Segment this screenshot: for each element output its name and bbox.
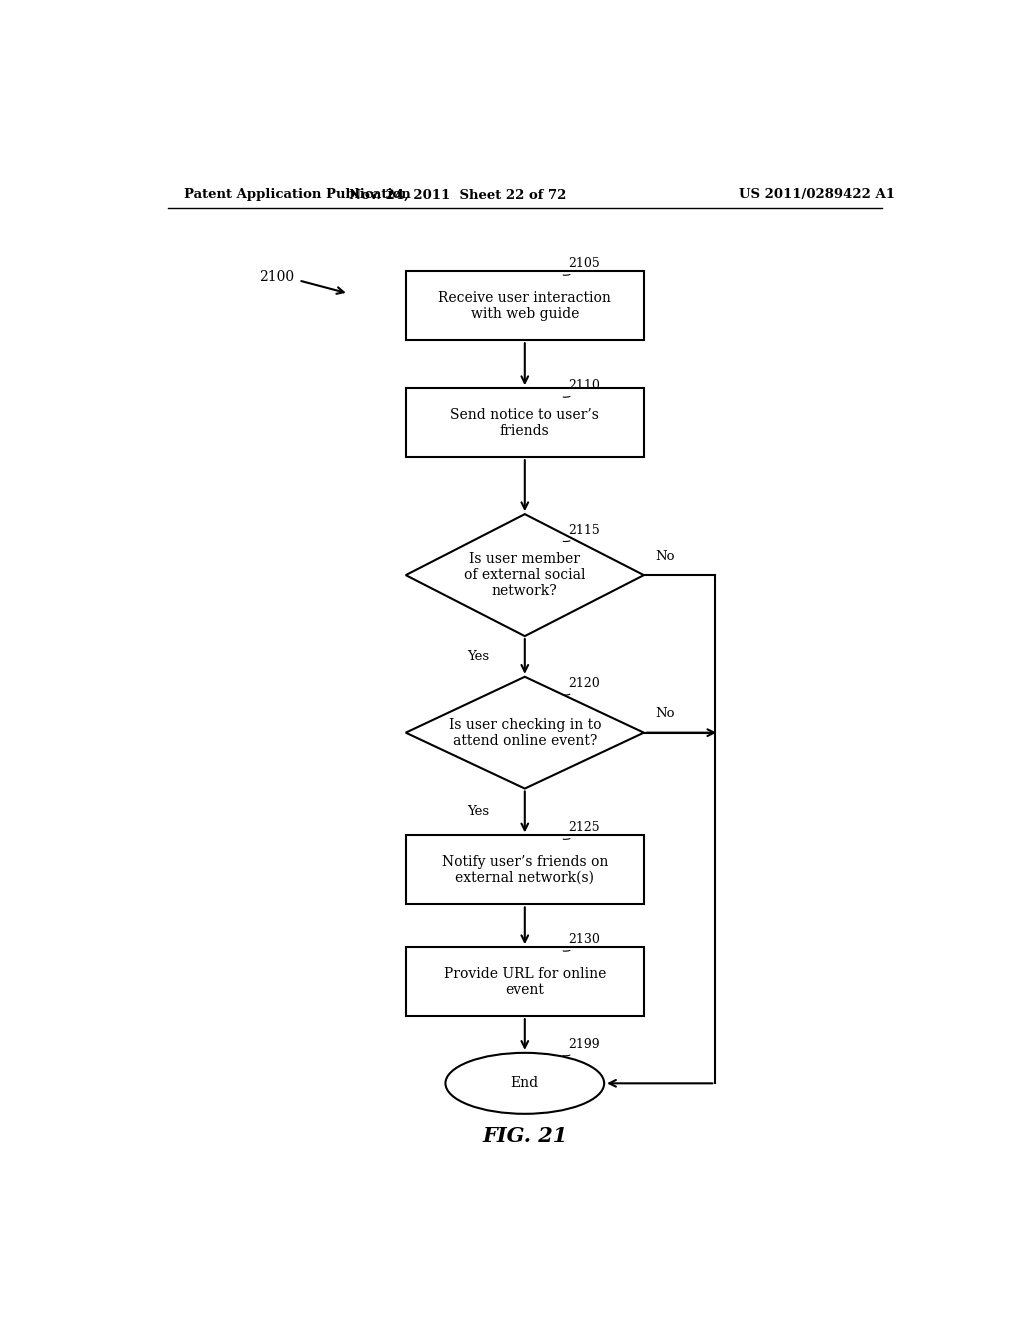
- Ellipse shape: [445, 1053, 604, 1114]
- Text: Yes: Yes: [467, 649, 489, 663]
- Text: 2199: 2199: [568, 1038, 600, 1051]
- FancyBboxPatch shape: [406, 836, 644, 904]
- Text: 2100: 2100: [259, 271, 294, 284]
- Polygon shape: [406, 677, 644, 788]
- Text: Is user checking in to
attend online event?: Is user checking in to attend online eve…: [449, 718, 601, 747]
- Text: 2125: 2125: [568, 821, 600, 834]
- Text: 2105: 2105: [568, 257, 600, 271]
- FancyBboxPatch shape: [406, 948, 644, 1016]
- Text: Send notice to user’s
friends: Send notice to user’s friends: [451, 408, 599, 438]
- Text: Notify user’s friends on
external network(s): Notify user’s friends on external networ…: [441, 855, 608, 884]
- Text: Is user member
of external social
network?: Is user member of external social networ…: [464, 552, 586, 598]
- Text: 2120: 2120: [568, 677, 600, 690]
- Text: Nov. 24, 2011  Sheet 22 of 72: Nov. 24, 2011 Sheet 22 of 72: [348, 189, 566, 202]
- Polygon shape: [406, 515, 644, 636]
- Text: Receive user interaction
with web guide: Receive user interaction with web guide: [438, 290, 611, 321]
- Text: Provide URL for online
event: Provide URL for online event: [443, 966, 606, 997]
- Text: Yes: Yes: [467, 805, 489, 818]
- Text: 2115: 2115: [568, 524, 600, 536]
- Text: 2110: 2110: [568, 379, 600, 392]
- Text: No: No: [655, 708, 675, 721]
- Text: End: End: [511, 1076, 539, 1090]
- Text: 2130: 2130: [568, 933, 600, 946]
- Text: US 2011/0289422 A1: US 2011/0289422 A1: [739, 189, 895, 202]
- FancyBboxPatch shape: [406, 388, 644, 457]
- FancyBboxPatch shape: [406, 271, 644, 341]
- Text: No: No: [655, 550, 675, 562]
- Text: Patent Application Publication: Patent Application Publication: [183, 189, 411, 202]
- Text: FIG. 21: FIG. 21: [482, 1126, 567, 1146]
